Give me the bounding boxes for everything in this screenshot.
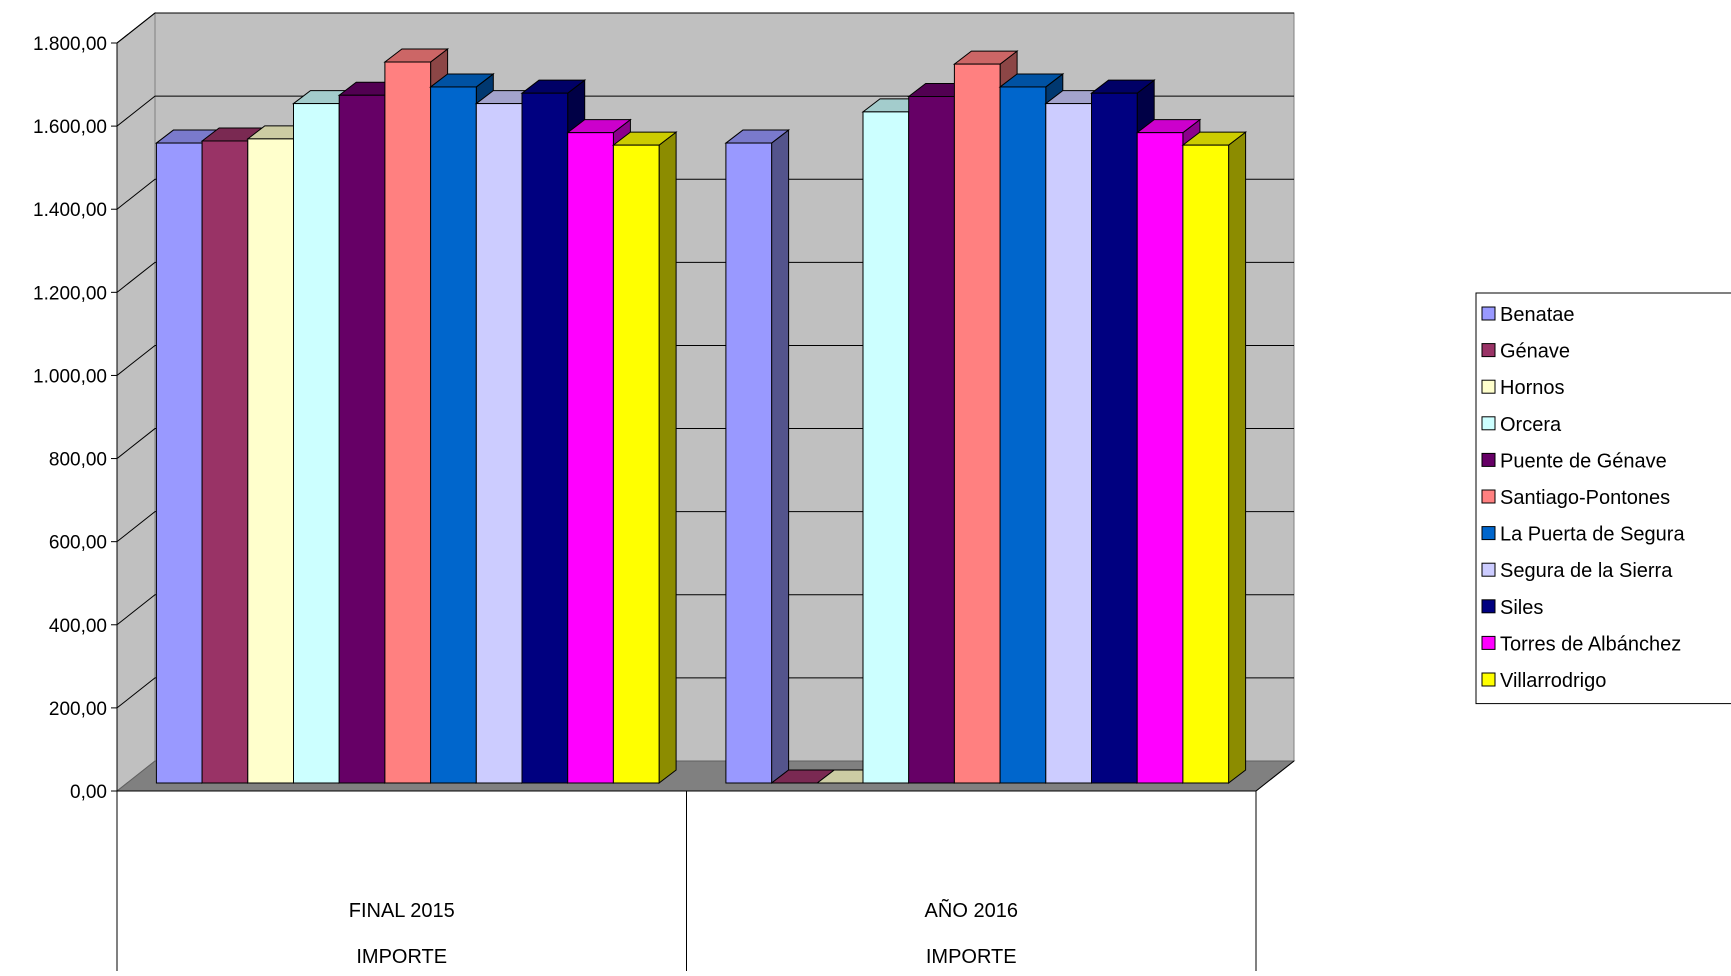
legend-swatch [1481,343,1496,358]
bar-front [247,138,295,784]
legend-swatch [1481,672,1496,687]
y-tick-label: 200,00 [49,699,107,720]
y-tick-label: 1.200,00 [33,283,107,304]
legend-label: Segura de la Sierra [1500,560,1673,582]
y-tick-label: 1.800,00 [33,34,107,55]
legend-label: Torres de Albánchez [1500,633,1681,655]
legend-swatch [1481,489,1496,504]
bar-front [521,92,569,784]
bar-front [155,142,203,784]
x-group-label: IMPORTE [926,946,1017,968]
bars [154,47,1248,785]
legend-label: Benatae [1500,304,1575,326]
legend-swatch [1481,635,1496,650]
bar-front [999,86,1047,784]
bar-front [293,103,340,784]
bar-front [201,140,249,784]
legend-swatch [1481,306,1496,321]
bar-front [862,111,910,784]
x-category-label: FINAL 2015 [349,900,455,922]
legend-label: Hornos [1500,377,1564,399]
y-tick-label: 600,00 [49,533,107,554]
bar-front [475,103,523,784]
bar-front [908,96,955,784]
bar-villarrodrigo [1181,131,1248,785]
y-axis-top [116,12,156,44]
legend: Benatae Génave Hornos Orcera Puente de Génav… [1475,292,1731,705]
side-wall [116,11,156,793]
bar-front [612,144,660,784]
x-axis-edge [1255,760,1295,792]
bar-front [338,94,386,784]
y-tick-label: 1.600,00 [33,117,107,138]
y-tick-label: 1.400,00 [33,200,107,221]
y-axis: 0,00 200,00 400,00 600,00 800,00 1.000,00 1.20… [33,12,156,803]
bar-front [953,63,1001,784]
legend-swatch [1481,599,1496,614]
legend-swatch [1481,452,1496,467]
bar-side [771,129,790,785]
legend-swatch [1481,379,1496,394]
legend-label: Siles [1500,597,1543,619]
legend-label: Génave [1500,341,1570,363]
legend-swatch [1481,562,1496,577]
x-category-label: AÑO 2016 [925,898,1018,922]
y-tick-label: 1.000,00 [33,366,107,387]
bar-front [430,86,477,784]
bar-villarrodrigo [611,131,678,785]
bar-front [725,142,773,784]
x-group-label: IMPORTE [356,946,447,968]
legend-label: Orcera [1500,414,1562,436]
y-tick-label: 400,00 [49,616,107,637]
legend-label: La Puerta de Segura [1500,524,1685,546]
bar-front [1136,132,1184,784]
legend-label: Santiago-Pontones [1500,487,1670,509]
bar-benatae [724,129,791,785]
y-tick-label: 0,00 [70,782,107,803]
legend-label: Villarrodrigo [1500,670,1606,692]
legend-box [1475,292,1731,705]
bar-front [384,61,432,784]
legend-swatch [1481,526,1496,541]
y-tick-label: 800,00 [49,450,107,471]
legend-label: Puente de Génave [1500,450,1667,472]
bar-side [658,131,677,785]
bar-front [1182,144,1230,784]
bar-side [1228,131,1247,785]
bar-front [1045,103,1093,784]
bar-front [1091,92,1138,784]
x-axis: FINAL 2015 IMPORTE AÑO 2016 IMPORTE [116,760,1295,971]
legend-swatch [1481,416,1496,431]
bar-front [567,132,614,784]
